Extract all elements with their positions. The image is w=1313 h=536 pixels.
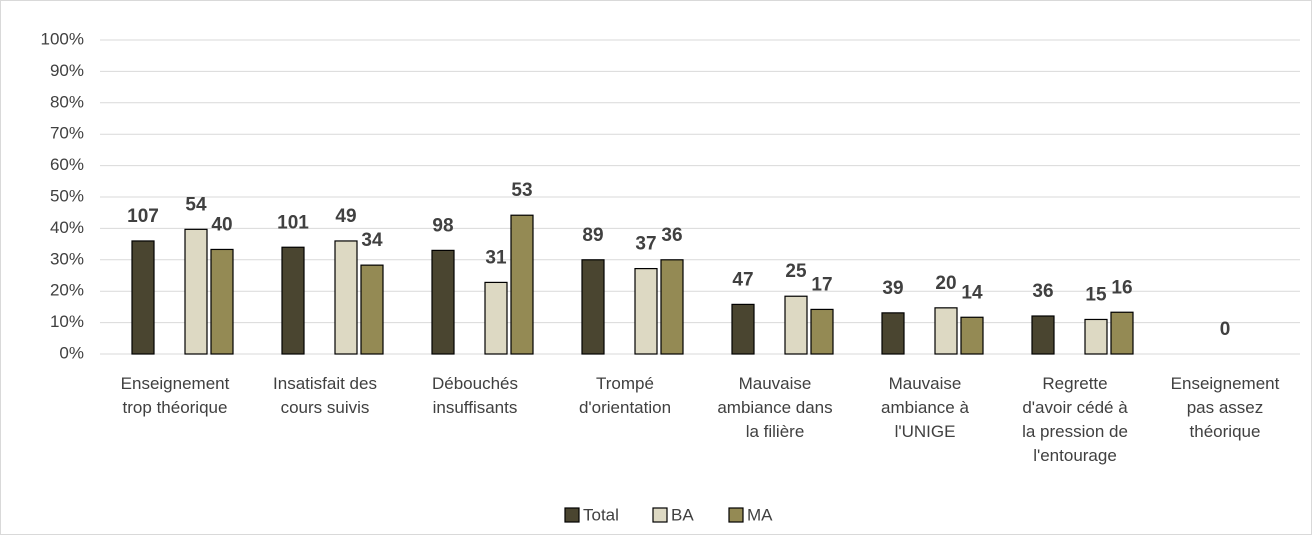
x-tick-label: Insatisfait des cours suivis bbox=[273, 374, 377, 417]
x-tick-line: d'orientation bbox=[579, 398, 671, 417]
x-tick-line: ambiance à bbox=[881, 398, 969, 417]
x-tick-line: Regrette bbox=[1042, 374, 1107, 393]
bar bbox=[960, 316, 984, 355]
y-tick-label: 70% bbox=[50, 124, 84, 143]
y-tick-label: 30% bbox=[50, 249, 84, 268]
bar bbox=[184, 228, 208, 355]
data-label: 53 bbox=[511, 180, 532, 201]
bar bbox=[131, 240, 155, 355]
bar bbox=[934, 307, 958, 355]
legend-swatch bbox=[564, 507, 580, 523]
bar bbox=[431, 249, 455, 355]
bar bbox=[484, 281, 508, 355]
x-tick-line: insuffisants bbox=[433, 398, 518, 417]
x-tick-line: pas assez bbox=[1187, 398, 1264, 417]
bar bbox=[281, 246, 305, 355]
x-tick-label: Enseignement pas assez théorique bbox=[1171, 374, 1280, 441]
y-tick-label: 100% bbox=[41, 29, 84, 48]
data-label: 40 bbox=[211, 214, 232, 235]
x-tick-line: d'avoir cédé à bbox=[1022, 398, 1128, 417]
x-tick-label: Mauvaise ambiance à l'UNIGE bbox=[881, 374, 969, 441]
bar bbox=[784, 295, 808, 355]
y-tick-label: 60% bbox=[50, 155, 84, 174]
legend-swatch bbox=[728, 507, 744, 523]
x-tick-line: ambiance dans bbox=[717, 398, 832, 417]
data-label: 14 bbox=[961, 282, 983, 303]
data-label: 89 bbox=[582, 225, 603, 246]
bar bbox=[810, 308, 834, 355]
x-tick-line: la pression de bbox=[1022, 422, 1128, 441]
x-tick-line: trop théorique bbox=[123, 398, 228, 417]
y-tick-label: 0% bbox=[59, 343, 84, 362]
bar bbox=[731, 303, 755, 355]
x-tick-label: Enseignement trop théorique bbox=[121, 374, 230, 417]
data-label: 25 bbox=[785, 261, 807, 282]
data-label: 98 bbox=[432, 215, 453, 236]
data-label: 31 bbox=[485, 247, 507, 268]
legend-label: MA bbox=[747, 505, 773, 524]
data-label: 39 bbox=[882, 278, 903, 299]
bar bbox=[1031, 315, 1055, 355]
data-label: 20 bbox=[935, 273, 956, 294]
x-tick-line: Mauvaise bbox=[739, 374, 812, 393]
data-label: 107 bbox=[127, 206, 159, 227]
x-tick-line: théorique bbox=[1190, 422, 1261, 441]
bar bbox=[1084, 318, 1108, 355]
bar bbox=[360, 264, 384, 355]
bar bbox=[510, 214, 534, 355]
bar bbox=[1110, 311, 1134, 355]
x-tick-label: Mauvaise ambiance dans la filière bbox=[717, 374, 832, 441]
x-tick-line: cours suivis bbox=[281, 398, 370, 417]
legend-label: Total bbox=[583, 505, 619, 524]
x-tick-line: Trompé bbox=[596, 374, 654, 393]
x-tick-line: Mauvaise bbox=[889, 374, 962, 393]
data-label: 47 bbox=[732, 269, 753, 290]
bar bbox=[581, 259, 605, 355]
data-label: 17 bbox=[811, 274, 832, 295]
y-tick-label: 90% bbox=[50, 61, 84, 80]
y-tick-label: 40% bbox=[50, 218, 84, 237]
bar bbox=[634, 267, 658, 355]
bar bbox=[881, 312, 905, 355]
bar bbox=[334, 240, 358, 355]
data-label: 49 bbox=[335, 206, 356, 227]
y-tick-label: 50% bbox=[50, 186, 84, 205]
x-tick-line: Débouchés bbox=[432, 374, 518, 393]
data-label: 101 bbox=[277, 212, 309, 233]
y-tick-label: 10% bbox=[50, 312, 84, 331]
y-tick-label: 20% bbox=[50, 281, 84, 300]
data-label: 54 bbox=[185, 194, 207, 215]
data-label: 34 bbox=[361, 230, 383, 251]
data-label: 0 bbox=[1220, 319, 1231, 340]
x-tick-line: l'UNIGE bbox=[895, 422, 956, 441]
legend-swatch bbox=[652, 507, 668, 523]
x-tick-line: la filière bbox=[746, 422, 805, 441]
x-tick-label: Regrette d'avoir cédé à la pression de l'en… bbox=[1022, 374, 1128, 465]
data-label: 16 bbox=[1111, 277, 1132, 298]
x-tick-line: Enseignement bbox=[1171, 374, 1280, 393]
data-label: 15 bbox=[1085, 284, 1107, 305]
x-tick-line: Enseignement bbox=[121, 374, 230, 393]
data-label: 37 bbox=[635, 234, 656, 255]
x-tick-label: Trompé d'orientation bbox=[579, 374, 671, 417]
x-tick-label: Débouchés insuffisants bbox=[432, 374, 518, 417]
bar bbox=[660, 259, 684, 355]
legend-label: BA bbox=[671, 505, 694, 524]
bar bbox=[210, 248, 234, 355]
data-label: 36 bbox=[661, 225, 682, 246]
data-label: 36 bbox=[1032, 281, 1053, 302]
y-tick-label: 80% bbox=[50, 92, 84, 111]
x-tick-line: Insatisfait des bbox=[273, 374, 377, 393]
x-tick-line: l'entourage bbox=[1033, 446, 1117, 465]
